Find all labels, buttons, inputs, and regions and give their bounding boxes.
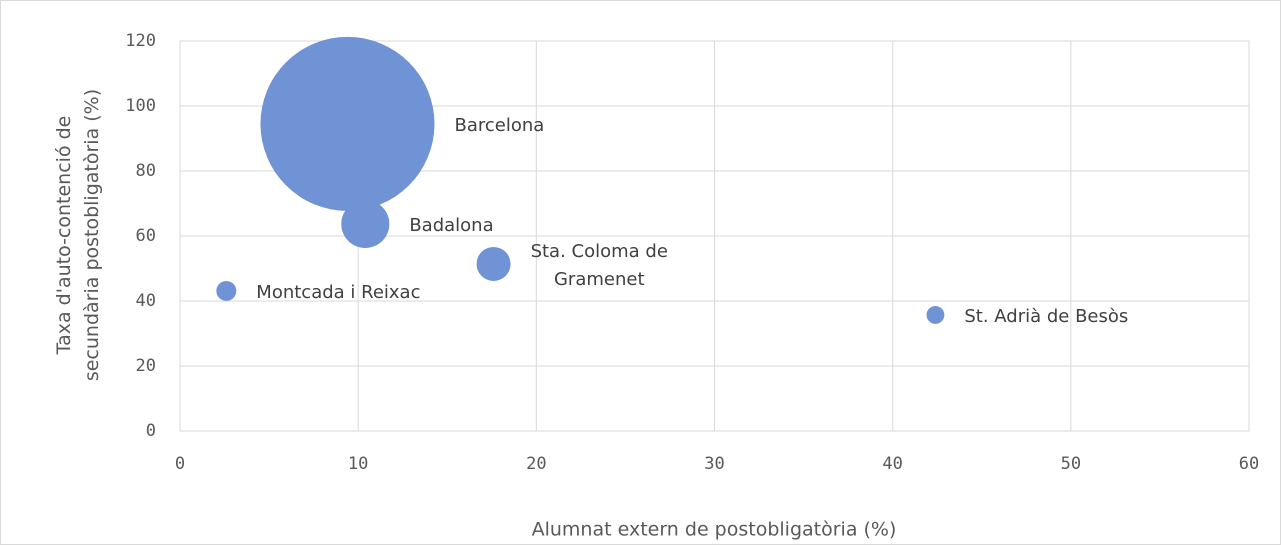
- data-label: St. Adrià de Besòs: [964, 305, 1129, 327]
- bubble: [926, 306, 945, 324]
- y-axis-title: Taxa d'auto-contenció de secundària post…: [53, 88, 103, 382]
- bubble: [341, 199, 390, 249]
- x-tick-label: 30: [704, 454, 724, 474]
- y-tick-label: 40: [136, 291, 156, 311]
- x-tick-label: 10: [348, 454, 368, 474]
- y-tick-label: 120: [125, 31, 156, 51]
- y-tick-label: 20: [136, 356, 156, 376]
- y-tick-label: 60: [136, 226, 156, 246]
- x-tick-label: 20: [526, 454, 546, 474]
- x-axis-title: Alumnat extern de postobligatòria (%): [532, 519, 897, 541]
- x-tick-label: 40: [882, 454, 902, 474]
- bubble: [476, 246, 511, 281]
- data-label: Montcada i Reixac: [256, 281, 421, 303]
- y-tick-label: 100: [125, 96, 156, 116]
- x-tick-label: 50: [1061, 454, 1081, 474]
- y-tick-label: 0: [146, 421, 156, 441]
- bubble: [260, 36, 435, 211]
- data-label: Barcelona: [454, 114, 545, 136]
- data-label: Sta. Coloma de Gramenet: [530, 240, 668, 290]
- bubble: [216, 280, 237, 301]
- x-tick-label: 0: [175, 454, 185, 474]
- data-label: Badalona: [409, 214, 494, 236]
- y-tick-label: 80: [136, 161, 156, 181]
- x-tick-label: 60: [1239, 454, 1259, 474]
